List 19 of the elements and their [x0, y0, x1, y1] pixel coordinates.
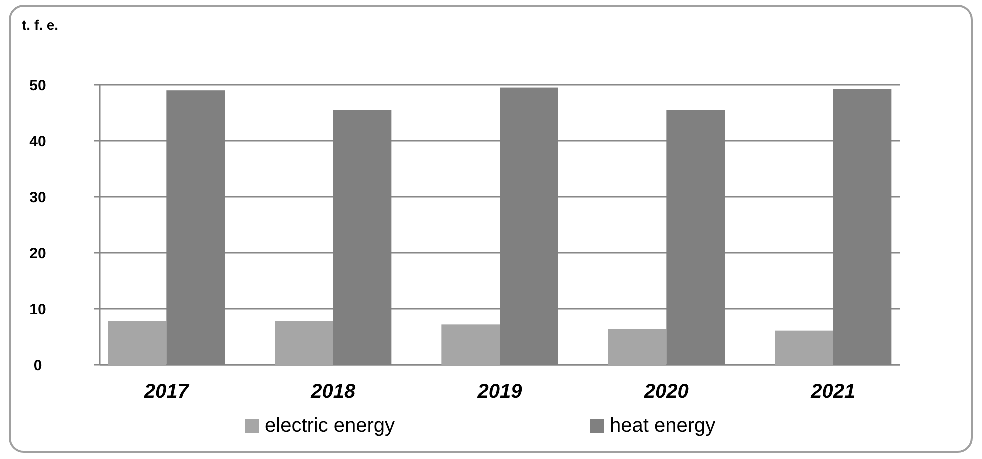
bar	[275, 321, 334, 365]
x-tick-label: 2018	[310, 381, 356, 403]
legend-label: heat energy	[610, 415, 716, 437]
y-tick-label: 0	[34, 357, 42, 374]
x-tick-label: 2021	[810, 381, 856, 403]
y-tick-label: 20	[30, 245, 46, 262]
y-axis-title: t. f. e.	[22, 17, 59, 33]
bar	[442, 324, 500, 365]
x-tick-label: 2020	[643, 381, 689, 403]
x-tick-label: 2019	[476, 381, 524, 403]
y-tick-label: 50	[30, 77, 46, 94]
y-tick-label: 30	[30, 189, 46, 206]
y-tick-label: 10	[30, 301, 46, 318]
bar	[108, 321, 167, 365]
bar	[775, 330, 834, 365]
legend-label: electric energy	[265, 415, 396, 437]
bar	[608, 329, 667, 365]
x-tick-label: 2017	[143, 381, 190, 403]
y-tick-label: 40	[30, 133, 46, 150]
